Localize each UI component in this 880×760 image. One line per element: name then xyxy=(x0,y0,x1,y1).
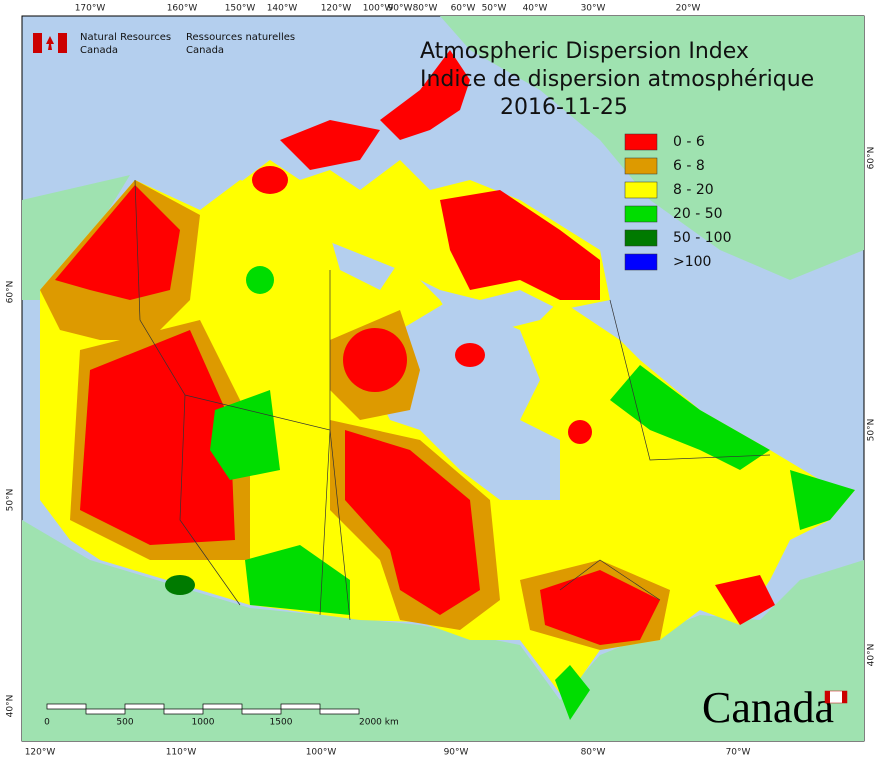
flag-bar xyxy=(58,33,67,53)
lon-label: 90°W xyxy=(444,748,469,758)
scale-label: 2000 km xyxy=(359,718,399,728)
region xyxy=(345,430,480,615)
lon-label: 50°W xyxy=(482,4,507,14)
legend-label: 20 - 50 xyxy=(673,206,723,222)
scale-label: 0 xyxy=(44,718,50,728)
date: 2016-11-25 xyxy=(500,95,628,120)
usa xyxy=(22,520,864,741)
legend-label: 6 - 8 xyxy=(673,158,705,174)
lon-label: 160°W xyxy=(167,4,198,14)
scale-segment xyxy=(202,703,243,710)
header: Natural Resources Canada Ressources natu… xyxy=(33,32,295,56)
title-fr: Indice de dispersion atmosphérique xyxy=(420,67,814,92)
region xyxy=(715,575,775,625)
legend-label: >100 xyxy=(673,254,711,270)
lat-label: 50°N xyxy=(867,419,877,442)
region xyxy=(790,470,855,530)
region xyxy=(165,575,195,595)
scale-label: 500 xyxy=(116,718,133,728)
legend-swatch xyxy=(624,181,658,199)
region xyxy=(246,266,274,294)
lon-label: 170°W xyxy=(75,4,106,14)
agency-en: Natural Resources xyxy=(80,32,171,43)
lon-label: 20°W xyxy=(676,4,701,14)
ellesmere xyxy=(380,50,470,140)
agency-fr: Ressources naturelles xyxy=(186,32,295,43)
legend-label: 8 - 20 xyxy=(673,182,714,198)
lon-label: 80°W xyxy=(581,748,606,758)
lon-label: 150°W xyxy=(225,4,256,14)
region xyxy=(610,365,770,470)
lon-label: 120°W xyxy=(25,748,56,758)
alaska xyxy=(22,175,130,300)
scale-segment xyxy=(319,708,360,715)
hudson-bay xyxy=(370,300,560,500)
lat-label: 40°N xyxy=(6,695,16,718)
region xyxy=(210,390,280,480)
lon-label: 120°W xyxy=(321,4,352,14)
lon-label: 100°W xyxy=(363,4,394,14)
flag-leaf xyxy=(46,36,54,50)
legend-swatch xyxy=(624,253,658,271)
region xyxy=(568,420,592,444)
region xyxy=(55,185,180,300)
lat-label: 60°N xyxy=(6,281,16,304)
scale-label: 1000 xyxy=(192,718,215,728)
region xyxy=(80,330,235,545)
graticule-labels: 170°W 160°W 150°W 140°W 120°W 100°W90°W 80°W 60… xyxy=(6,4,877,758)
lon-label: 30°W xyxy=(581,4,606,14)
lon-label: 90°W xyxy=(388,4,413,14)
wordmark: Canada xyxy=(702,683,834,732)
legend-label: 0 - 6 xyxy=(673,134,705,150)
scale-segment xyxy=(241,708,282,715)
legend-swatch xyxy=(624,133,658,151)
lon-label: 70°W xyxy=(726,748,751,758)
map-frame xyxy=(21,15,865,742)
country-en: Canada xyxy=(80,45,118,56)
country-fr: Canada xyxy=(186,45,224,56)
legend-label: 50 - 100 xyxy=(673,230,732,246)
lon-label: 140°W xyxy=(267,4,298,14)
lon-label: 100°W xyxy=(306,748,337,758)
flag-bar xyxy=(842,691,847,703)
baffin-red xyxy=(440,190,600,300)
lat-label: 50°N xyxy=(6,489,16,512)
legend-swatch xyxy=(624,229,658,247)
region xyxy=(555,665,590,720)
lat-label: 60°N xyxy=(867,147,877,170)
region xyxy=(540,570,660,645)
lon-label: 80°W xyxy=(413,4,438,14)
wordmark-flag xyxy=(824,690,848,704)
flag-bar xyxy=(825,691,830,703)
scale-label: 1500 xyxy=(270,718,293,728)
legend-swatch xyxy=(624,157,658,175)
flag-bar xyxy=(33,33,42,53)
title: Atmospheric Dispersion Index Indice de d… xyxy=(420,39,814,120)
lon-label: 110°W xyxy=(166,748,197,758)
scale-bar: 0 500 1000 1500 2000 km xyxy=(44,703,399,728)
scale-segment xyxy=(163,708,204,715)
region xyxy=(455,343,485,367)
legend: 0 - 6 6 - 8 8 - 20 20 - 50 50 - 100 >100 xyxy=(624,133,732,271)
lon-label: 60°W xyxy=(451,4,476,14)
arctic-red xyxy=(280,120,380,170)
scale-segment xyxy=(124,703,165,710)
title-en: Atmospheric Dispersion Index xyxy=(420,39,749,64)
scale-segment xyxy=(46,703,87,710)
legend-swatch xyxy=(624,205,658,223)
province-borders xyxy=(134,179,771,621)
scale-segment xyxy=(280,703,321,710)
region xyxy=(343,328,407,392)
banks-red xyxy=(252,166,288,194)
lat-label: 40°N xyxy=(867,644,877,667)
lon-label: 40°W xyxy=(523,4,548,14)
region xyxy=(245,545,350,615)
scale-segment xyxy=(85,708,126,715)
